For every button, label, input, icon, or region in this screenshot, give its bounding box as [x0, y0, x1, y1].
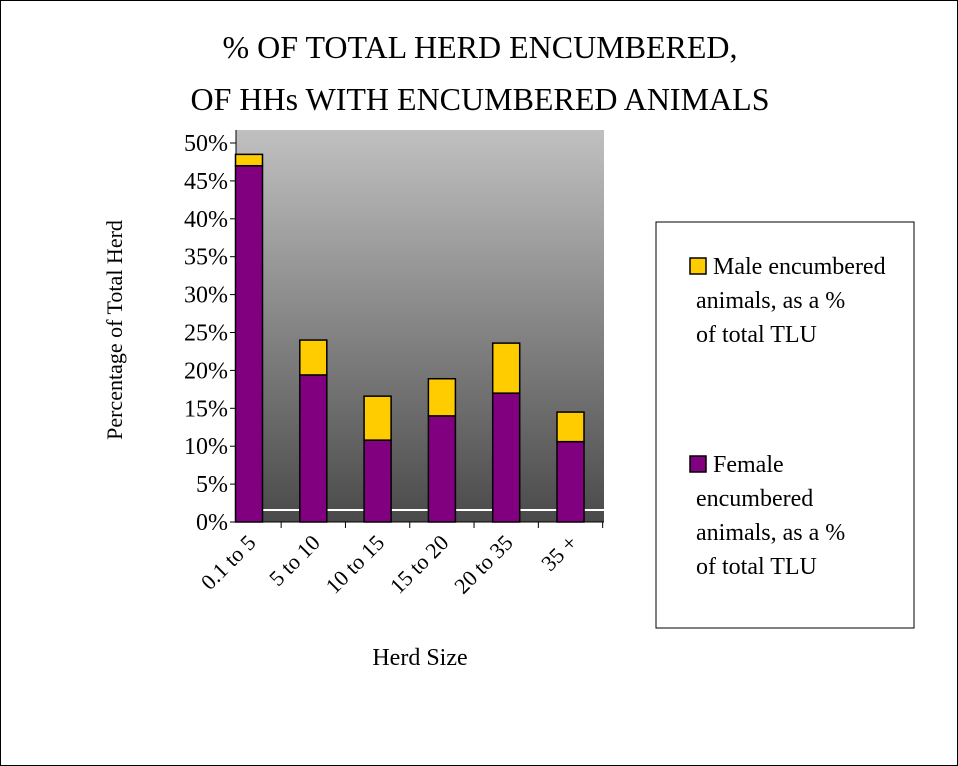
- x-axis-label: Herd Size: [372, 645, 467, 671]
- bar-segment: [299, 374, 328, 523]
- y-tick-label: 45%: [184, 169, 228, 195]
- chart-title: OF HHs WITH ENCUMBERED ANIMALS: [191, 81, 770, 117]
- bar-segment: [299, 339, 328, 376]
- legend-label: Male encumbered animals, as a % of total T…: [696, 254, 886, 348]
- bar-segment: [427, 377, 457, 417]
- y-tick-label: 35%: [184, 245, 228, 271]
- legend: [655, 221, 915, 629]
- chart-title: % OF TOTAL HERD ENCUMBERED,: [222, 29, 737, 65]
- bar-segment: [427, 415, 457, 523]
- legend-swatch: [689, 455, 707, 473]
- y-tick-label: 25%: [184, 321, 228, 347]
- bar-segment: [363, 395, 392, 441]
- y-axis-label: Percentage of Total Herd: [102, 220, 127, 440]
- legend-label: Female encumbered animals, as a % of total …: [696, 452, 845, 580]
- plot-area: [236, 130, 604, 522]
- y-tick-label: 40%: [184, 207, 228, 233]
- y-tick-label: 10%: [184, 434, 228, 460]
- bar-segment: [363, 439, 392, 523]
- y-tick-label: 50%: [184, 131, 228, 157]
- bar-segment: [491, 392, 521, 523]
- y-tick-label: 30%: [184, 283, 228, 309]
- bar-segment: [234, 164, 264, 523]
- y-tick-label: 15%: [184, 396, 228, 422]
- y-tick-label: 0%: [196, 510, 228, 536]
- y-tick-label: 20%: [184, 358, 228, 384]
- bar-segment: [556, 440, 585, 523]
- y-tick-label: 5%: [196, 472, 228, 498]
- bar-segment: [234, 153, 264, 167]
- bar-segment: [556, 411, 585, 443]
- legend-swatch: [689, 257, 707, 275]
- bar-segment: [491, 342, 521, 394]
